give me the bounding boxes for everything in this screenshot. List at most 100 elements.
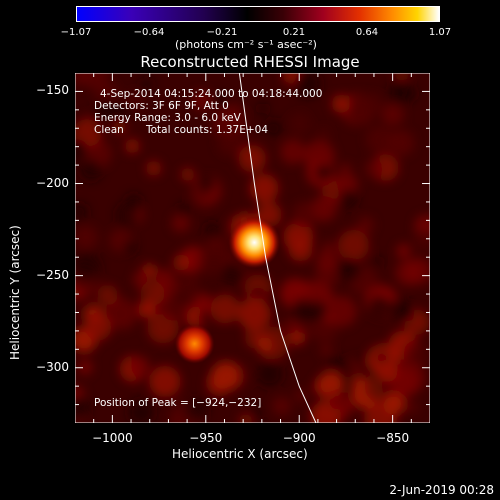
texture-blob (320, 343, 333, 356)
annotation-time-range: 4-Sep-2014 04:15:24.000 to 04:18:44.000 (100, 88, 323, 100)
texture-blob (337, 174, 359, 195)
texture-blob (85, 314, 112, 341)
texture-blob (238, 145, 267, 173)
texture-blob (357, 216, 375, 234)
texture-blob (288, 237, 313, 262)
y-tick-label: −200 (36, 175, 69, 190)
texture-blob (339, 163, 352, 176)
texture-blob (401, 308, 415, 322)
texture-blob (415, 230, 430, 249)
texture-blob (75, 225, 98, 250)
texture-blob (256, 361, 283, 388)
annotation-counts: Total counts: 1.37E+04 (146, 124, 269, 136)
texture-blob (328, 392, 347, 410)
texture-blob (125, 138, 140, 154)
date-stamp: 2-Jun-2019 00:28 (389, 483, 494, 497)
texture-blob (363, 93, 383, 113)
texture-blob (372, 256, 383, 267)
texture-blob (376, 361, 398, 382)
texture-blob (175, 270, 200, 296)
texture-blob (314, 163, 333, 182)
texture-blob (194, 293, 212, 311)
x-tick-label: −1000 (92, 431, 133, 445)
texture-blob (214, 103, 245, 134)
texture-blob (126, 91, 145, 110)
texture-blob (197, 174, 215, 192)
texture-blob (149, 365, 181, 398)
texture-blob (211, 361, 241, 391)
colorbar-tick: −0.64 (133, 27, 165, 38)
colorbar-tick: 0.21 (282, 27, 306, 38)
texture-blob (249, 406, 263, 420)
y-tick-label: −250 (36, 267, 69, 282)
texture-blob (292, 201, 319, 228)
texture-blob (146, 160, 162, 176)
texture-blob (115, 202, 140, 227)
texture-blob (290, 298, 316, 323)
texture-blob (213, 93, 229, 109)
secondary-source (174, 323, 215, 364)
texture-blob (311, 317, 337, 343)
texture-blob (288, 112, 311, 135)
texture-blob (171, 213, 190, 233)
texture-blob (128, 399, 154, 423)
texture-blob (252, 287, 265, 300)
texture-blob (180, 167, 195, 182)
texture-blob (204, 221, 220, 237)
texture-blob (294, 73, 322, 98)
texture-blob (294, 389, 308, 402)
texture-blob (336, 257, 361, 283)
texture-blob (338, 189, 358, 210)
texture-blob (221, 262, 243, 284)
texture-blob (185, 398, 208, 420)
y-tick-label: −150 (36, 83, 69, 98)
texture-blob (197, 247, 227, 276)
texture-blob (364, 159, 383, 179)
texture-blob (238, 297, 271, 331)
texture-blob (140, 78, 154, 91)
x-axis-label: Heliocentric X (arcsec) (172, 447, 308, 461)
texture-blob (79, 158, 102, 181)
y-tick-label: −300 (36, 359, 69, 374)
texture-blob (392, 360, 426, 394)
texture-blob (105, 298, 138, 330)
texture-blob (396, 243, 411, 259)
x-tick-label: −850 (376, 431, 410, 445)
colorbar-tick: −0.21 (206, 27, 238, 38)
texture-blob (405, 400, 419, 414)
texture-blob (77, 360, 93, 375)
y-axis-label: Heliocentric Y (arcsec) (8, 225, 22, 360)
texture-blob (256, 336, 273, 353)
colorbar-tick: 0.64 (355, 27, 379, 38)
chart-title: Reconstructed RHESSI Image (140, 53, 360, 71)
texture-blob (272, 396, 291, 416)
texture-blob (249, 174, 279, 203)
texture-blob (315, 258, 342, 285)
texture-blob (307, 286, 323, 302)
texture-blob (192, 90, 212, 111)
texture-blob (114, 105, 132, 123)
colorbar-tick: −1.07 (60, 27, 92, 38)
texture-blob (395, 260, 421, 286)
peak-source (228, 216, 281, 269)
texture-blob (210, 294, 240, 324)
texture-blob (238, 414, 253, 423)
image-plot (75, 73, 430, 423)
texture-blob (161, 298, 184, 321)
texture-blob (264, 119, 283, 138)
x-tick-label: −950 (189, 431, 223, 445)
colorbar (76, 6, 440, 22)
texture-blob (387, 129, 415, 156)
texture-blob (75, 139, 89, 161)
colorbar-units: (photons cm⁻² s⁻¹ asec⁻²) (175, 38, 317, 51)
texture-blob (94, 99, 118, 123)
texture-blob (331, 94, 351, 113)
texture-blob (75, 395, 90, 418)
texture-blob (130, 356, 151, 376)
texture-blob (316, 127, 331, 142)
texture-blob (75, 264, 86, 274)
colorbar-tick: 1.07 (428, 27, 452, 38)
texture-blob (290, 331, 303, 344)
texture-blob (394, 73, 410, 81)
texture-blob (317, 371, 344, 398)
